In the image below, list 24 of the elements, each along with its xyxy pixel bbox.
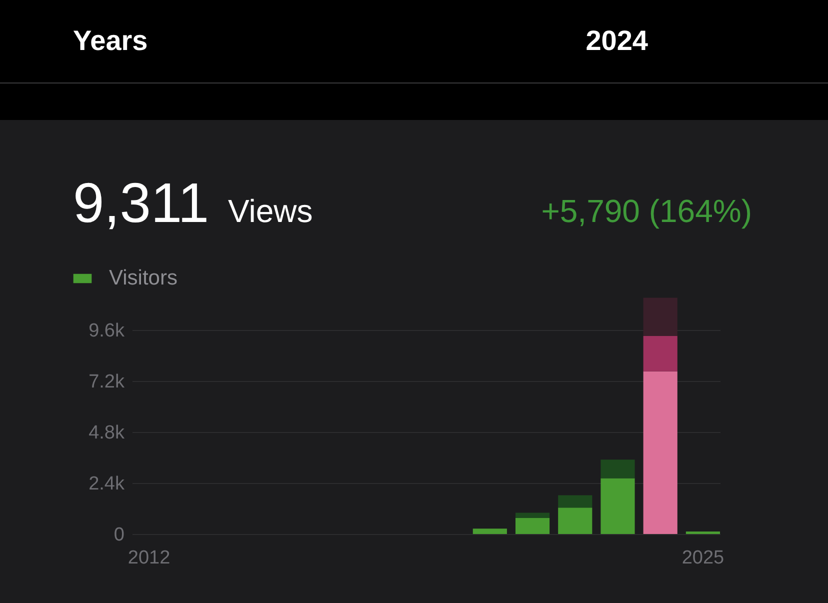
text: Years [73, 25, 148, 56]
bar [600, 478, 635, 534]
y-tick-label: 7.2k [88, 371, 125, 392]
y-tick-label: 4.8k [88, 422, 125, 444]
bar [643, 371, 678, 534]
x-tick-label: 2012 [128, 548, 170, 568]
text: +5,790 (164%) [541, 193, 752, 229]
y-tick-label: 0 [114, 524, 124, 546]
bar [643, 336, 678, 372]
bar [472, 528, 507, 534]
bar [515, 512, 550, 518]
bar [686, 531, 720, 534]
y-tick-label: 9.6k [88, 320, 125, 342]
bar [643, 298, 678, 336]
bar [515, 518, 550, 534]
legend-label: Visitors [109, 266, 178, 290]
y-tick-label: 2.4k [88, 473, 125, 494]
x-tick-label: 2025 [682, 548, 724, 568]
bar [558, 495, 592, 508]
bar [558, 508, 592, 534]
chart-subtitle: Views [228, 193, 313, 229]
chart-title: 9,311 [73, 171, 209, 234]
text: 2024 [586, 25, 648, 56]
bar [600, 460, 635, 478]
